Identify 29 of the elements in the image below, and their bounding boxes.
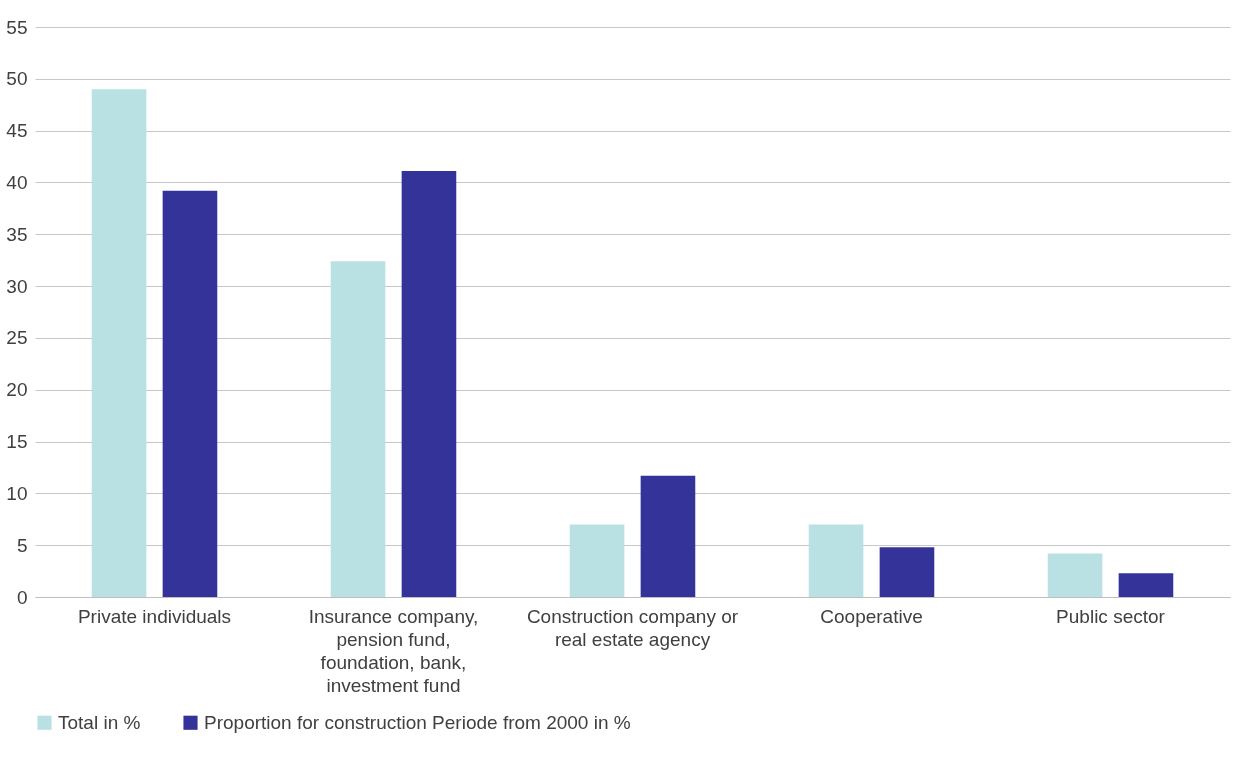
legend-label: Total in % <box>58 711 141 733</box>
bar <box>640 475 696 597</box>
x-tick-label: Construction company or real estate agency <box>526 605 739 650</box>
bar <box>1118 573 1174 597</box>
bar <box>330 261 386 597</box>
x-tick-label: Private individuals <box>77 605 232 627</box>
y-tick-label: 50 <box>6 68 28 90</box>
bar <box>162 190 218 597</box>
bar <box>91 89 147 597</box>
y-tick-label: 10 <box>6 482 28 504</box>
x-tick-label: Cooperative <box>820 605 923 627</box>
bar <box>401 171 457 597</box>
y-tick-label: 35 <box>6 223 28 245</box>
x-tick-label: Public sector <box>1056 605 1166 627</box>
bar <box>569 524 625 597</box>
y-tick-label: 40 <box>6 171 28 193</box>
bar <box>1047 553 1103 597</box>
y-tick-label: 25 <box>6 327 28 349</box>
bar <box>808 524 864 597</box>
x-tick-label: Insurance company, pension fund, foundation, bank, investment fund <box>308 605 479 696</box>
bar <box>879 547 935 597</box>
legend-label: Proportion for construction Periode from 2000 in % <box>204 711 631 733</box>
y-tick-label: 5 <box>16 534 28 556</box>
y-tick-label: 45 <box>6 120 28 142</box>
y-tick-label: 0 <box>16 586 28 608</box>
y-tick-label: 20 <box>6 379 28 401</box>
y-tick-label: 55 <box>6 16 28 38</box>
y-tick-label: 30 <box>6 275 28 297</box>
y-tick-label: 15 <box>6 431 28 453</box>
